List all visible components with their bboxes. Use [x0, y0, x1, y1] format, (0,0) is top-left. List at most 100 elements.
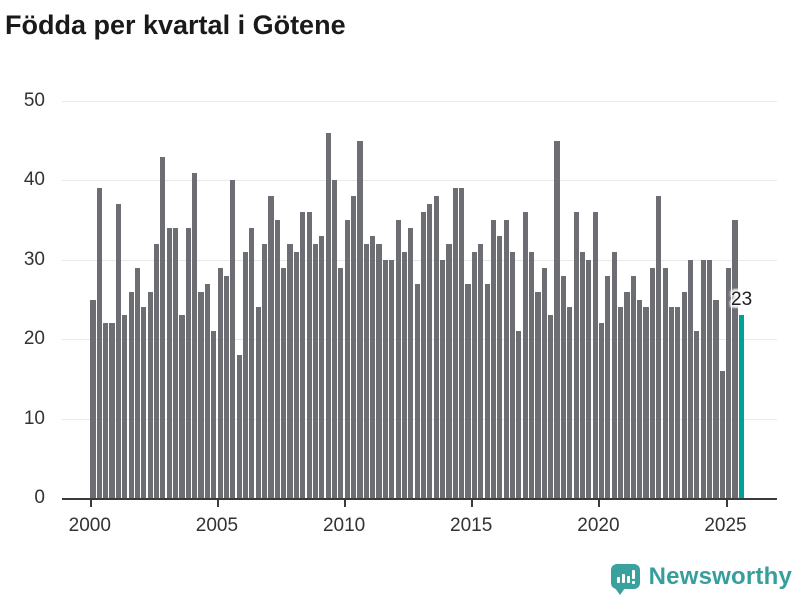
bar [382, 259, 388, 498]
x-axis-tick-label: 2005 [195, 515, 239, 536]
bar [389, 259, 395, 498]
bar [153, 243, 160, 498]
bar [478, 243, 484, 498]
bar [236, 355, 242, 498]
bar [592, 212, 598, 498]
bar [115, 204, 121, 498]
bar [541, 267, 547, 498]
x-axis-tick-label: 2000 [68, 515, 111, 536]
bar [452, 188, 458, 498]
logo-mini-bar [626, 575, 630, 583]
bar [440, 259, 446, 498]
gridline [62, 101, 777, 102]
logo-mini-bar [616, 576, 620, 583]
bar [122, 315, 128, 498]
bar [490, 220, 497, 498]
highlighted-bar-value-label: 23 [731, 289, 753, 310]
bar [605, 275, 611, 498]
y-axis-tick-label: 50 [23, 90, 45, 111]
x-axis-tick [471, 500, 474, 507]
bar [471, 251, 477, 498]
logo-mini-bar [621, 573, 625, 583]
bar [166, 228, 172, 498]
bar [211, 331, 217, 498]
bar [223, 275, 230, 498]
chart-title: Födda per kvartal i Götene [5, 10, 346, 40]
bar [497, 236, 503, 498]
bar [522, 212, 528, 498]
bar [185, 228, 191, 498]
x-axis-tick-label: 2020 [577, 515, 620, 536]
x-axis-tick [89, 500, 92, 507]
bar [325, 132, 331, 498]
bar [484, 283, 490, 498]
bar [643, 307, 649, 498]
bar [338, 267, 344, 498]
bar [656, 196, 662, 498]
bar [230, 180, 236, 498]
bar [465, 283, 471, 498]
bar [509, 251, 516, 498]
bar [554, 140, 560, 498]
bar [401, 251, 408, 498]
bar [649, 267, 655, 498]
bar [446, 243, 452, 498]
bar [293, 251, 299, 498]
bar [598, 323, 605, 498]
x-axis-tick [344, 500, 347, 507]
y-axis-tick-label: 20 [23, 328, 45, 350]
bar [560, 275, 566, 498]
y-axis-tick-label: 0 [34, 487, 45, 508]
bar-chart-speech-bubble-icon [610, 563, 640, 595]
bar [707, 259, 713, 498]
bar [668, 307, 675, 498]
bar [363, 243, 369, 498]
bar [90, 299, 96, 498]
bar [134, 267, 141, 498]
bar [700, 259, 706, 498]
bar [160, 156, 166, 498]
bar [147, 291, 153, 498]
x-axis-line [62, 498, 777, 500]
bar [274, 220, 280, 498]
y-axis-tick-label: 10 [23, 407, 45, 429]
logo-bubble [610, 563, 640, 589]
bar [427, 204, 433, 498]
gridline [62, 180, 777, 182]
bar [618, 307, 624, 498]
bar [103, 323, 109, 498]
x-axis-tick-label: 2025 [704, 515, 747, 536]
bar [726, 267, 732, 498]
bar [287, 243, 293, 498]
bar [351, 196, 357, 498]
bar [459, 188, 465, 498]
bar [637, 299, 643, 498]
bar [242, 251, 249, 498]
bar [255, 307, 261, 498]
newsworthy-wordmark: Newsworthy [648, 563, 792, 590]
bar [420, 212, 427, 498]
bar [306, 212, 312, 498]
bar [141, 307, 147, 498]
bar [344, 220, 350, 498]
logo-exclamation-dot [631, 580, 635, 584]
bar [268, 196, 274, 498]
bar [109, 323, 115, 498]
bar [433, 196, 439, 498]
bar [694, 331, 700, 498]
bar [370, 236, 376, 498]
bar [357, 140, 363, 498]
bar [586, 259, 592, 498]
x-axis-tick-label: 2015 [450, 515, 493, 536]
x-axis-tick [725, 500, 728, 507]
bar [548, 315, 554, 498]
bar [687, 259, 694, 498]
bar [204, 283, 210, 498]
bar [249, 228, 255, 498]
bar [624, 291, 630, 498]
x-axis-tick [598, 500, 601, 507]
bar [681, 291, 687, 498]
bar [535, 291, 541, 498]
